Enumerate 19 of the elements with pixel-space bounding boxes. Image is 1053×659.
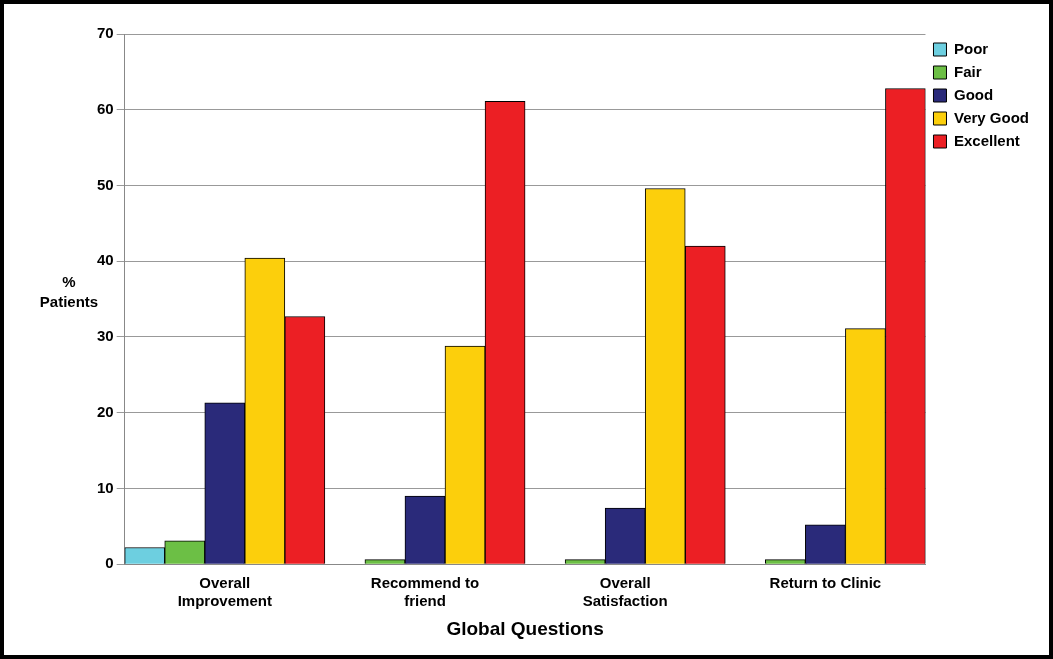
y-tick-label: 20	[97, 402, 114, 420]
y-axis-title: % Patients	[38, 272, 100, 312]
legend-label: Good	[953, 85, 994, 103]
y-tick-label: 70	[97, 24, 114, 42]
x-tick-label: Overall Satisfaction	[582, 574, 668, 610]
x-axis-title: Global Questions	[446, 617, 604, 639]
y-tick-label: 10	[97, 478, 114, 496]
y-tick-label: 40	[97, 251, 114, 269]
y-tick-label: 50	[97, 175, 114, 193]
x-tick-label: Return to Clinic	[769, 574, 882, 592]
y-tick-label: 60	[97, 99, 114, 117]
legend-label: Very Good	[953, 108, 1030, 126]
x-tick-label: Recommend to friend	[370, 574, 480, 610]
legend-label: Fair	[953, 62, 982, 80]
x-tick-label: Overall Improvement	[177, 574, 272, 610]
y-tick-label: 0	[105, 554, 114, 572]
legend-label: Excellent	[953, 131, 1020, 149]
legend-label: Poor	[953, 39, 989, 57]
y-tick-label: 30	[97, 327, 114, 345]
